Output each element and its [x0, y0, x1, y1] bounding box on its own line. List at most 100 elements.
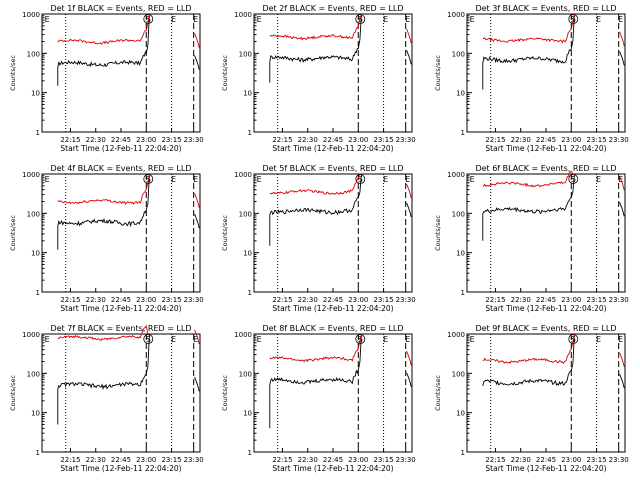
- panel-det-9: Det 9f BLACK = Events, RED = LLD 1000 100 1…: [434, 324, 629, 473]
- lld-tail: [194, 193, 200, 208]
- x-tick-label: 22:15: [272, 296, 292, 304]
- x-tick-label: 22:45: [111, 296, 131, 304]
- x-axis-title: Start Time (12-Feb-11 22:04:20): [60, 304, 181, 313]
- events-curve: [57, 333, 150, 425]
- y-tick-label: 1: [36, 449, 40, 457]
- x-axis-title: Start Time (12-Feb-11 22:04:20): [272, 304, 393, 313]
- marker-label: E: [193, 335, 198, 344]
- x-tick-label: 23:30: [609, 136, 629, 144]
- x-tick-label: 22:30: [86, 456, 106, 464]
- x-tick-label: 23:00: [561, 456, 581, 464]
- x-axis-title: Start Time (12-Feb-11 22:04:20): [485, 144, 606, 153]
- x-tick-label: 23:00: [348, 456, 368, 464]
- y-tick-label: 100: [239, 50, 252, 58]
- events-tail: [619, 202, 625, 217]
- y-tick-label: 10: [31, 410, 40, 418]
- lld-tail: [194, 329, 200, 345]
- marker-label: E: [171, 15, 176, 24]
- y-tick-label: 1: [36, 289, 40, 297]
- marker-label: E: [383, 335, 388, 344]
- marker-label: E: [405, 335, 410, 344]
- y-tick-label: 10: [243, 250, 252, 258]
- y-axis-label: Counts/sec: [434, 215, 442, 251]
- marker-label: E: [257, 15, 262, 24]
- y-tick-label: 10: [31, 90, 40, 98]
- x-tick-label: 22:45: [536, 456, 556, 464]
- panel-title: Det 6f BLACK = Events, RED = LLD: [475, 164, 616, 173]
- y-tick-label: 100: [27, 370, 40, 378]
- x-tick-label: 22:30: [298, 296, 318, 304]
- x-tick-label: 22:45: [536, 296, 556, 304]
- marker-label: E: [193, 175, 198, 184]
- marker-label: E: [257, 335, 262, 344]
- x-tick-label: 23:00: [561, 296, 581, 304]
- y-tick-label: 10: [456, 250, 465, 258]
- plot-frame: [41, 13, 201, 133]
- plot-frame: [253, 333, 413, 453]
- panel-det-8: Det 8f BLACK = Events, RED = LLD 1000 100 1…: [221, 324, 416, 473]
- y-tick-label: 10: [243, 410, 252, 418]
- marker-label: E: [470, 175, 475, 184]
- saa-marker-circle: [143, 334, 154, 344]
- y-tick-label: 1000: [22, 331, 40, 339]
- lld-curve: [57, 324, 150, 342]
- panel-det-5: Det 5f BLACK = Events, RED = LLD 1000 100 1…: [221, 164, 416, 313]
- x-tick-label: 22:15: [485, 296, 505, 304]
- lld-tail: [619, 31, 625, 47]
- panel-det-1: Det 1f BLACK = Events, RED = LLD 1000 100 1…: [9, 4, 204, 153]
- y-axis-label: Counts/sec: [221, 215, 229, 251]
- events-curve: [269, 13, 362, 83]
- marker-label: E: [45, 335, 50, 344]
- y-tick-label: 100: [239, 370, 252, 378]
- saa-marker-circle: [355, 334, 366, 344]
- y-tick-label: 1: [36, 129, 40, 137]
- marker-label: E: [596, 175, 601, 184]
- y-tick-label: 1000: [22, 11, 40, 19]
- x-tick-label: 22:45: [323, 136, 343, 144]
- marker-label: S: [358, 175, 363, 184]
- y-tick-label: 100: [27, 210, 40, 218]
- x-tick-label: 23:00: [136, 296, 156, 304]
- lld-curve: [269, 333, 362, 363]
- panel-title: Det 9f BLACK = Events, RED = LLD: [475, 324, 616, 333]
- plot-frame: [41, 333, 201, 453]
- events-tail: [619, 51, 625, 66]
- y-axis-label: Counts/sec: [9, 215, 17, 251]
- x-tick-label: 22:15: [272, 136, 292, 144]
- marker-label: E: [596, 15, 601, 24]
- x-tick-label: 23:30: [396, 296, 416, 304]
- x-tick-label: 23:15: [373, 456, 393, 464]
- panel-title: Det 1f BLACK = Events, RED = LLD: [50, 4, 191, 13]
- y-tick-label: 100: [27, 50, 40, 58]
- plot-frame: [253, 173, 413, 293]
- x-tick-label: 23:00: [561, 136, 581, 144]
- plot-frame: [466, 333, 626, 453]
- x-axis-title: Start Time (12-Feb-11 22:04:20): [485, 464, 606, 473]
- lld-curve: [482, 170, 575, 188]
- x-tick-label: 22:30: [86, 136, 106, 144]
- x-axis-title: Start Time (12-Feb-11 22:04:20): [272, 464, 393, 473]
- events-curve: [57, 173, 150, 250]
- x-tick-label: 23:30: [184, 296, 204, 304]
- marker-label: E: [257, 175, 262, 184]
- lld-curve: [57, 173, 150, 205]
- y-tick-label: 1000: [22, 171, 40, 179]
- x-tick-label: 23:15: [373, 296, 393, 304]
- plot-frame: [466, 13, 626, 133]
- lld-tail: [406, 183, 412, 199]
- panel-title: Det 7f BLACK = Events, RED = LLD: [50, 324, 191, 333]
- events-curve: [269, 173, 362, 246]
- y-tick-label: 100: [452, 50, 465, 58]
- x-tick-label: 23:15: [161, 136, 181, 144]
- lld-curve: [269, 13, 362, 41]
- x-tick-label: 23:15: [161, 296, 181, 304]
- x-tick-label: 23:30: [184, 136, 204, 144]
- events-tail: [406, 50, 412, 65]
- y-axis-label: Counts/sec: [434, 375, 442, 411]
- x-tick-label: 22:15: [485, 456, 505, 464]
- x-tick-label: 22:15: [272, 456, 292, 464]
- x-tick-label: 23:30: [184, 456, 204, 464]
- lld-tail: [619, 352, 625, 367]
- events-curve: [482, 333, 575, 387]
- x-tick-label: 22:15: [60, 296, 80, 304]
